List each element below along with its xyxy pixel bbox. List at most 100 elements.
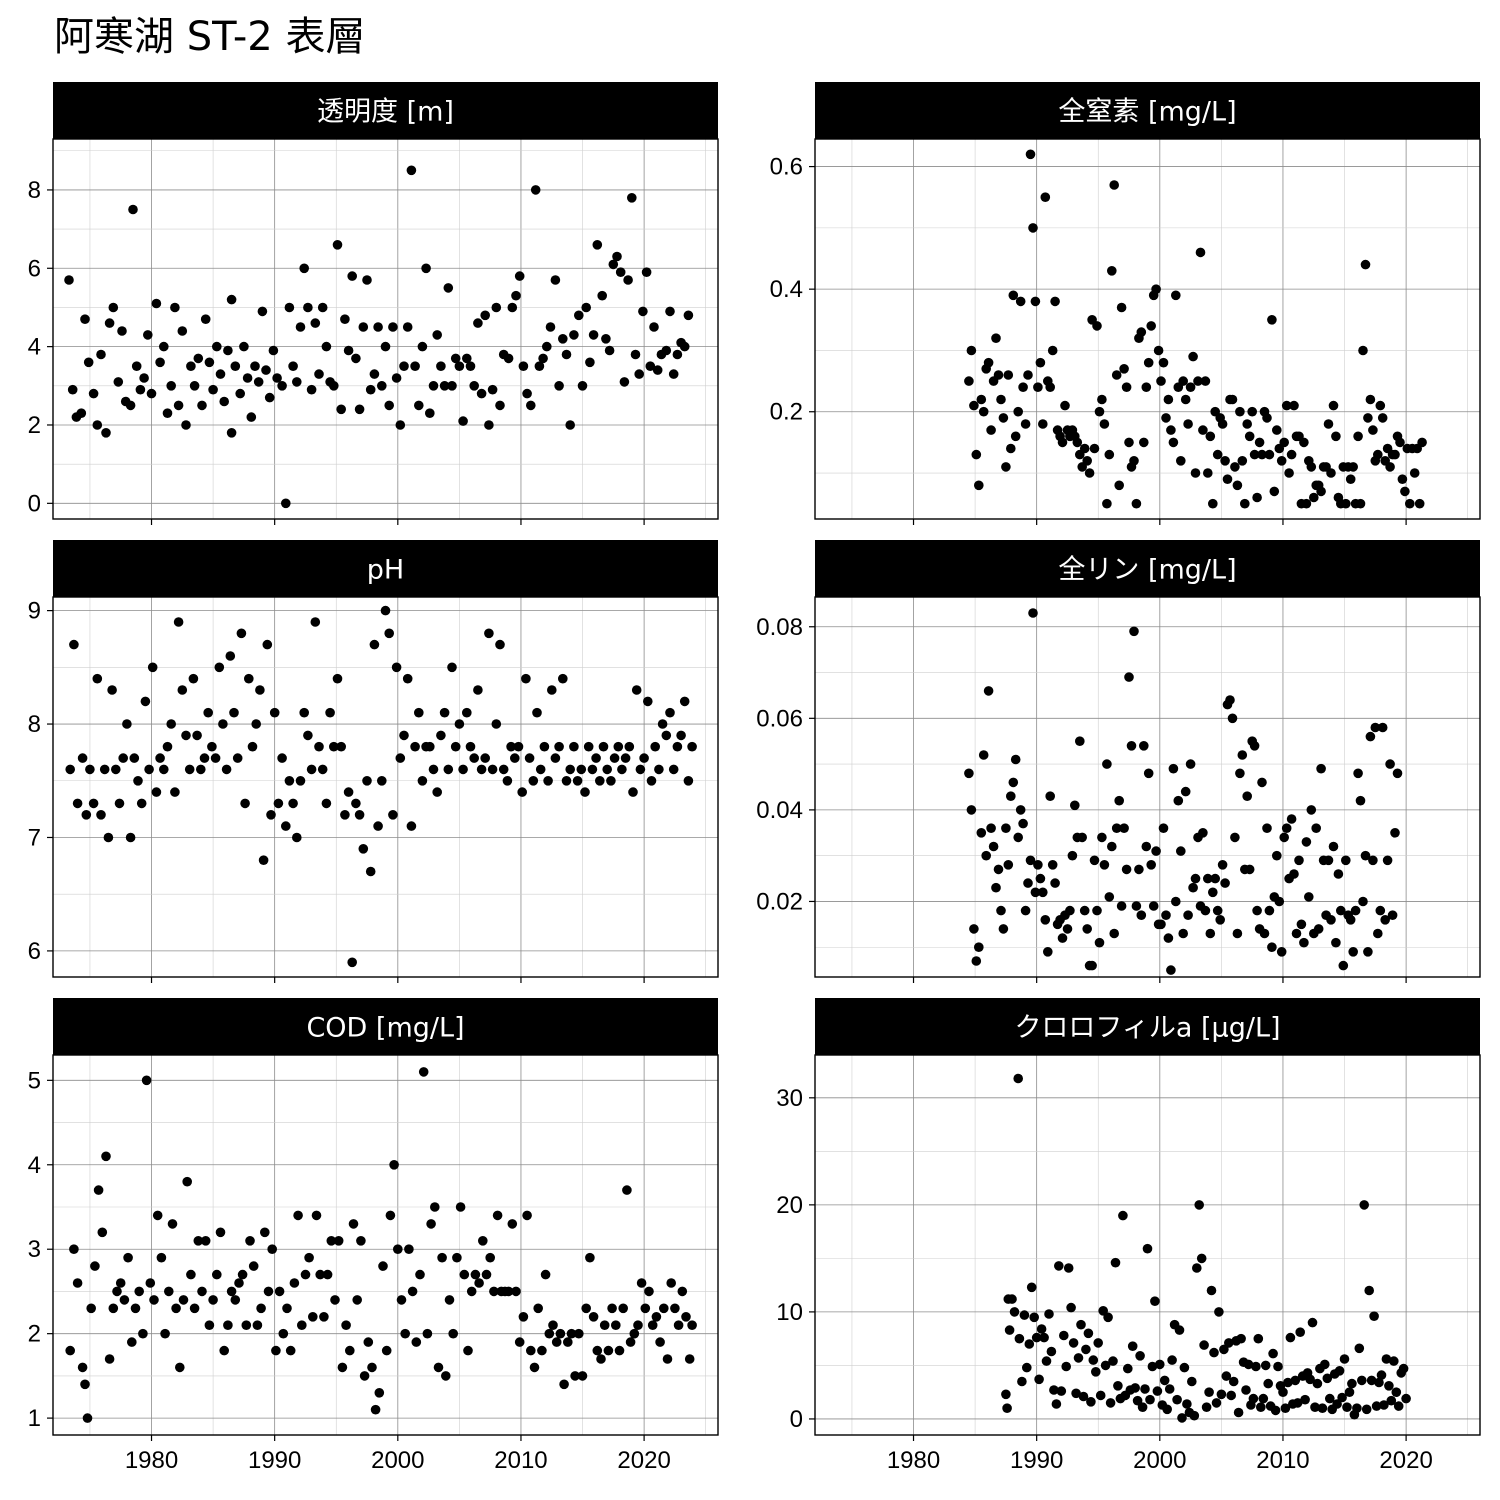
data-point — [425, 741, 435, 752]
data-point — [455, 1202, 466, 1212]
data-point — [155, 753, 165, 763]
data-point — [1225, 695, 1235, 705]
data-point — [615, 267, 626, 278]
data-point — [545, 322, 556, 332]
data-point — [1033, 382, 1043, 393]
data-point — [356, 1236, 366, 1246]
data-point — [1126, 741, 1137, 751]
data-point — [463, 1345, 473, 1356]
data-point — [1313, 924, 1324, 934]
data-point — [1020, 905, 1031, 916]
data-point — [406, 165, 417, 176]
data-point — [576, 764, 587, 775]
data-point — [1414, 498, 1425, 509]
data-point — [588, 1312, 599, 1322]
data-point — [1013, 832, 1023, 843]
data-point — [1352, 1403, 1362, 1413]
data-point — [543, 776, 553, 786]
data-point — [530, 185, 541, 195]
data-point — [226, 294, 237, 305]
data-point — [1161, 413, 1171, 423]
data-point — [1194, 1200, 1204, 1210]
data-point — [1046, 1346, 1057, 1357]
data-point — [1216, 1389, 1227, 1400]
data-point — [1177, 1413, 1187, 1423]
data-point — [1097, 832, 1107, 843]
panel-border — [52, 596, 719, 978]
data-point — [1274, 896, 1285, 907]
data-point — [964, 376, 974, 386]
data-point — [304, 1252, 314, 1263]
data-point — [454, 361, 465, 372]
data-point — [1217, 419, 1228, 429]
data-point — [1193, 376, 1203, 386]
data-point — [329, 381, 339, 391]
data-point — [1326, 915, 1336, 925]
data-point — [329, 741, 339, 752]
data-point — [1111, 823, 1122, 833]
data-point — [617, 764, 627, 775]
data-point — [458, 764, 468, 775]
data-point — [683, 310, 694, 321]
data-point — [197, 400, 207, 411]
y-tick-label: 8 — [28, 177, 41, 204]
data-point — [306, 764, 317, 775]
data-point — [585, 357, 595, 368]
data-point — [661, 345, 672, 356]
data-point — [665, 707, 675, 718]
data-point — [470, 1269, 481, 1280]
data-point — [532, 707, 542, 718]
data-point — [299, 263, 310, 274]
data-point — [136, 798, 147, 809]
data-point — [1018, 382, 1028, 393]
x-tick-label: 2020 — [617, 1447, 670, 1474]
data-point — [1365, 394, 1376, 405]
data-point — [86, 1303, 96, 1314]
data-point — [1114, 480, 1124, 491]
data-point — [1249, 449, 1260, 460]
data-point — [237, 1269, 248, 1280]
data-point — [1171, 290, 1181, 301]
data-point — [1050, 878, 1060, 888]
data-point — [1099, 419, 1110, 429]
data-point — [341, 1320, 351, 1330]
data-point — [332, 240, 343, 250]
y-tick-label: 0.4 — [770, 276, 803, 303]
data-point — [1030, 296, 1041, 307]
data-point — [1235, 768, 1245, 779]
data-point — [1163, 933, 1174, 943]
data-point — [348, 1219, 359, 1229]
data-point — [317, 302, 328, 313]
data-point — [345, 1345, 355, 1356]
data-point — [558, 673, 568, 684]
data-point — [535, 764, 546, 775]
data-point — [1393, 1401, 1404, 1411]
data-point — [189, 1303, 200, 1314]
data-point — [577, 1371, 588, 1381]
data-point — [181, 420, 191, 430]
data-point — [447, 381, 457, 391]
data-point — [651, 1312, 662, 1322]
data-point — [598, 741, 609, 752]
data-point — [1390, 449, 1400, 460]
data-point — [101, 1151, 111, 1162]
data-point — [577, 381, 588, 391]
data-point — [83, 357, 94, 368]
data-point — [1067, 850, 1078, 861]
data-point — [310, 318, 321, 328]
data-point — [636, 1278, 647, 1288]
data-point — [295, 322, 306, 332]
data-point — [417, 776, 428, 786]
data-point — [114, 798, 125, 809]
data-point — [1093, 1338, 1103, 1348]
data-point — [1145, 1394, 1155, 1405]
grid — [53, 139, 718, 519]
data-point — [612, 251, 622, 262]
data-point — [1348, 462, 1358, 472]
x-axis: 1980 1990 2000 2010 2020 — [125, 1435, 671, 1474]
data-point — [1147, 1361, 1158, 1372]
data-point — [439, 381, 450, 391]
data-point — [1392, 768, 1403, 779]
data-point — [1065, 905, 1075, 916]
data-point — [406, 821, 417, 831]
